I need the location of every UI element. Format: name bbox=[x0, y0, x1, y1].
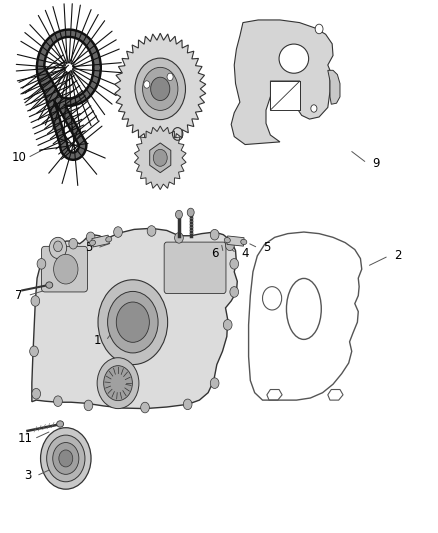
Polygon shape bbox=[92, 235, 110, 247]
Circle shape bbox=[49, 237, 67, 259]
Ellipse shape bbox=[106, 237, 112, 242]
Text: 6: 6 bbox=[211, 247, 219, 260]
Text: 9: 9 bbox=[372, 157, 379, 169]
Ellipse shape bbox=[89, 240, 95, 246]
Text: 5: 5 bbox=[263, 241, 271, 254]
Circle shape bbox=[104, 366, 132, 401]
Circle shape bbox=[153, 149, 167, 166]
Circle shape bbox=[184, 399, 192, 410]
Circle shape bbox=[53, 442, 79, 474]
Ellipse shape bbox=[57, 421, 64, 427]
Circle shape bbox=[47, 435, 85, 482]
Polygon shape bbox=[231, 20, 333, 144]
Polygon shape bbox=[115, 33, 206, 144]
Circle shape bbox=[187, 208, 194, 216]
Circle shape bbox=[147, 225, 156, 236]
Circle shape bbox=[311, 105, 317, 112]
Text: 11: 11 bbox=[18, 432, 33, 446]
Polygon shape bbox=[328, 70, 340, 104]
Circle shape bbox=[210, 229, 219, 240]
Circle shape bbox=[135, 58, 185, 119]
Circle shape bbox=[141, 402, 149, 413]
Text: 8: 8 bbox=[163, 162, 170, 175]
Text: 2: 2 bbox=[394, 249, 401, 262]
Polygon shape bbox=[227, 236, 244, 246]
Circle shape bbox=[315, 24, 323, 34]
Circle shape bbox=[37, 259, 46, 269]
Ellipse shape bbox=[279, 44, 309, 73]
Circle shape bbox=[59, 450, 73, 467]
Circle shape bbox=[230, 259, 239, 269]
Text: 4: 4 bbox=[241, 247, 249, 260]
Ellipse shape bbox=[224, 238, 230, 243]
Circle shape bbox=[175, 232, 184, 243]
Circle shape bbox=[210, 378, 219, 389]
Circle shape bbox=[84, 400, 93, 411]
Circle shape bbox=[226, 240, 234, 251]
Text: 7: 7 bbox=[15, 289, 22, 302]
Circle shape bbox=[86, 232, 95, 243]
FancyBboxPatch shape bbox=[164, 242, 226, 294]
Text: 10: 10 bbox=[11, 151, 26, 164]
Bar bbox=[270, 81, 300, 110]
Circle shape bbox=[41, 427, 91, 489]
Polygon shape bbox=[150, 143, 171, 173]
Circle shape bbox=[69, 238, 78, 249]
Circle shape bbox=[53, 254, 78, 284]
Circle shape bbox=[53, 396, 62, 407]
Text: 3: 3 bbox=[24, 470, 31, 482]
Circle shape bbox=[230, 287, 239, 297]
Circle shape bbox=[143, 67, 178, 110]
Circle shape bbox=[116, 302, 149, 342]
Circle shape bbox=[167, 73, 173, 80]
Circle shape bbox=[144, 81, 150, 88]
Polygon shape bbox=[134, 126, 186, 190]
Circle shape bbox=[32, 389, 41, 399]
Circle shape bbox=[108, 292, 158, 353]
Ellipse shape bbox=[241, 239, 247, 245]
FancyBboxPatch shape bbox=[42, 246, 88, 292]
Circle shape bbox=[53, 241, 62, 252]
Circle shape bbox=[31, 296, 40, 306]
Circle shape bbox=[151, 77, 170, 101]
Text: 1: 1 bbox=[93, 334, 101, 347]
Circle shape bbox=[176, 211, 183, 219]
Circle shape bbox=[30, 346, 39, 357]
Text: 5: 5 bbox=[85, 241, 92, 254]
Circle shape bbox=[98, 280, 168, 365]
Circle shape bbox=[223, 319, 232, 330]
Circle shape bbox=[97, 358, 139, 409]
Ellipse shape bbox=[46, 282, 53, 288]
Polygon shape bbox=[32, 228, 237, 409]
Circle shape bbox=[114, 227, 122, 237]
